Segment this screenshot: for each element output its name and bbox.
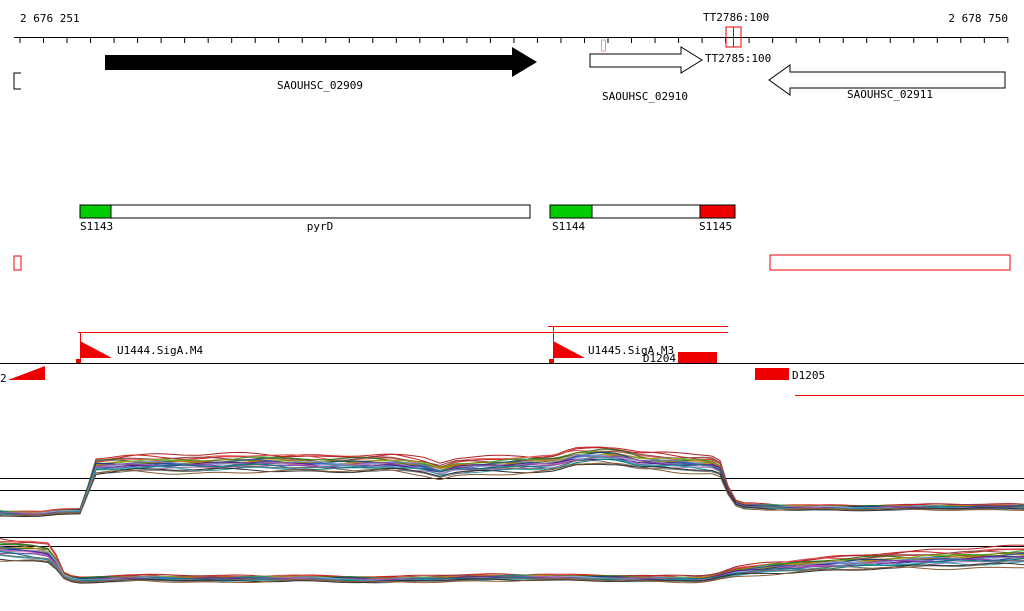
red-box-right[interactable] [769,254,1011,271]
coverage-panel-2 [0,537,1024,584]
gene-label: SAOUHSC_02910 [602,90,688,103]
gene-arrow-saouhsc-02911[interactable] [768,64,1006,96]
red-feature-track [13,254,1011,271]
tss-base-mark-2 [549,359,554,363]
tss-flag-u1445[interactable] [553,341,585,358]
coverage-trace [0,446,1024,513]
gene-label: SAOUHSC_02909 [277,79,363,92]
gene-label: SAOUHSC_02911 [847,88,933,101]
partial-gene-left-edge[interactable] [13,72,21,90]
tss-label: U1445.SigA.M3 [588,344,674,357]
coverage-trace [0,456,1024,517]
transcript-end-segment-s1145[interactable] [699,204,736,219]
marker-label-tt2786: TT2786:100 [703,11,769,24]
terminator-box-d1204[interactable] [678,352,717,363]
coverage-trace [0,558,1024,584]
marker-label-tt2785: TT2785:100 [705,52,771,65]
transcript-start-segment-s1144[interactable] [549,204,593,219]
gene-arrow-saouhsc-02910[interactable] [589,46,703,74]
transcript-track: S1143 pyrD S1144 S1145 [79,204,736,233]
ruler-start-coordinate: 2 676 251 [20,12,80,25]
coverage-trace [0,447,1024,514]
red-box-left-edge[interactable] [13,255,22,271]
transcript-bar-pyrd[interactable] [79,204,531,219]
coverage-trace [0,551,1024,583]
coverage-trace [0,559,1024,584]
weak-tss-marker[interactable] [601,39,606,52]
ruler-track: 2 676 251 2 678 750 TT2786:100 [14,11,1009,52]
transcript-start-label: S1143 [80,220,113,233]
tss-edge-label: 2 [0,372,7,385]
coverage-panel-1 [0,446,1024,518]
gene-track: SAOUHSC_02909 TT2785:100 SAOUHSC_02910 S… [13,46,1006,103]
transcript-start-segment-s1143[interactable] [79,204,112,219]
tss-ramp-left-edge[interactable] [8,366,45,380]
gene-arrow-saouhsc-02909[interactable] [105,47,537,77]
transcript-name: pyrD [307,220,334,233]
coverage-trace [0,554,1024,583]
ruler-end-coordinate: 2 678 750 [948,12,1008,25]
coverage-trace [0,463,1024,518]
transcript-start-label: S1144 [552,220,585,233]
coverage-trace [0,538,1024,579]
tss-flag-u1444[interactable] [80,341,112,358]
tss-base-mark-1 [76,359,81,363]
terminator-box-d1205[interactable] [755,368,789,380]
coverage-trace [0,462,1024,517]
terminator-label: D1204 [643,352,676,365]
ruler-ticks [19,37,1009,43]
tss-label: U1444.SigA.M4 [117,344,203,357]
transcript-end-label: S1145 [699,220,732,233]
coverage-trace [0,459,1024,516]
tss-track: U1444.SigA.M4 U1445.SigA.M3 D1204 2 D120… [0,326,1024,396]
terminator-label: D1205 [792,369,825,382]
coverage-trace [0,554,1024,584]
